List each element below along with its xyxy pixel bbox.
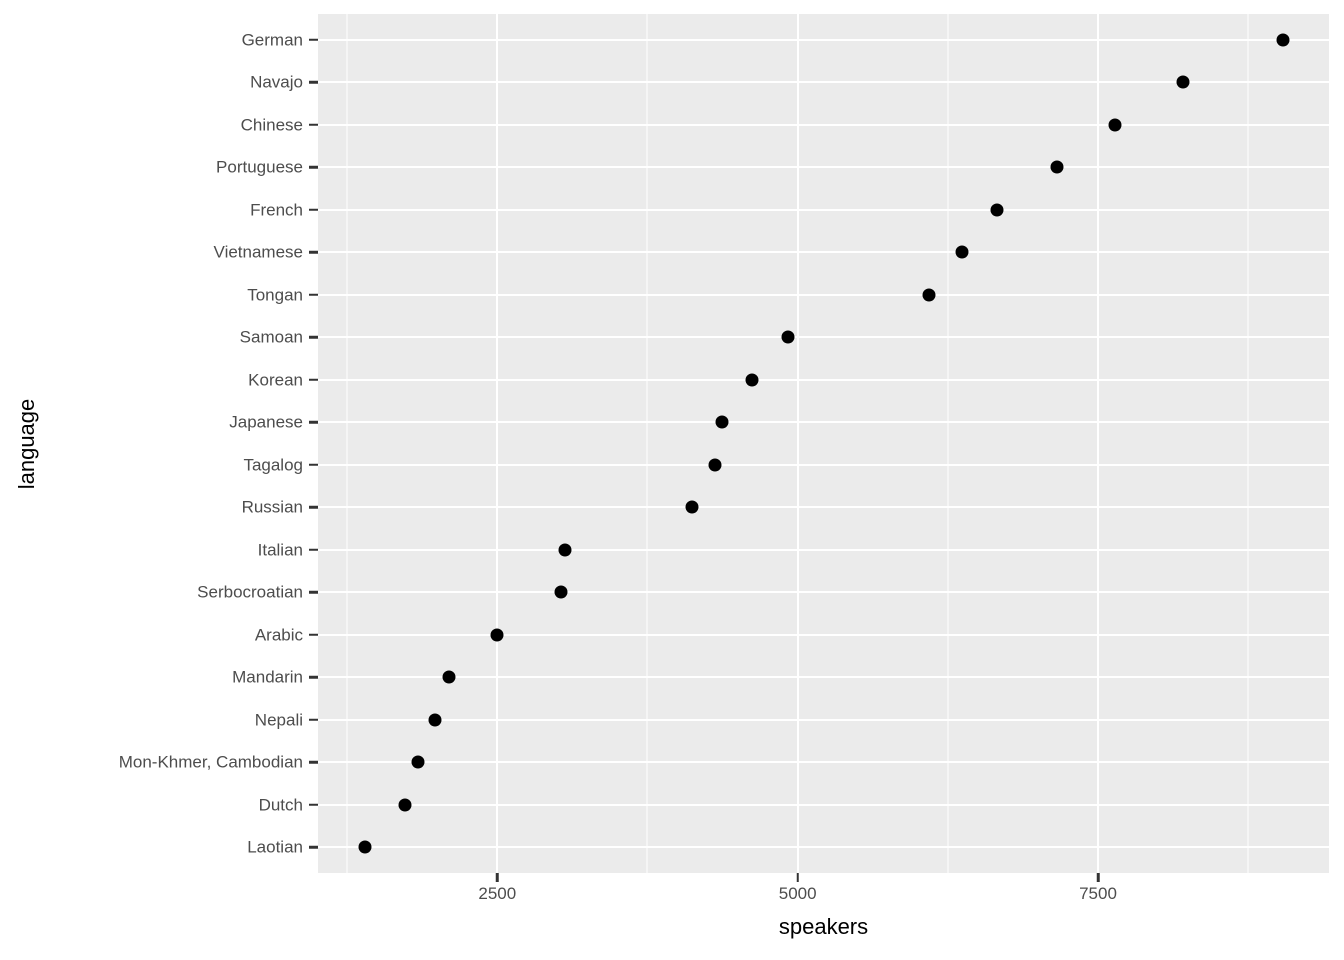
x-tick-mark [496, 873, 499, 882]
row-gridline [318, 676, 1329, 679]
major-gridline [796, 14, 799, 873]
data-point-russian [685, 500, 699, 514]
x-tick-label: 7500 [1079, 884, 1117, 903]
row-gridline [318, 421, 1329, 424]
x-tick-label: 2500 [478, 884, 517, 903]
row-gridline [318, 81, 1329, 84]
data-point-samoan [781, 330, 795, 344]
row-gridline [318, 38, 1329, 41]
y-tick-mark [309, 718, 318, 722]
y-axis-title: language [14, 398, 39, 490]
data-point-mandarin [442, 670, 456, 684]
y-tick-label: Vietnamese [213, 242, 303, 262]
x-tick-mark [1096, 873, 1100, 882]
y-tick-label: Laotian [247, 837, 303, 857]
major-gridline [1097, 14, 1100, 873]
y-tick-label: Tongan [247, 285, 303, 305]
major-gridline [496, 14, 499, 873]
y-tick-mark [309, 548, 318, 552]
row-gridline [318, 591, 1329, 594]
y-tick-label: Italian [257, 540, 303, 560]
data-point-laotian [358, 840, 372, 854]
data-point-nepali [428, 713, 442, 727]
y-tick-mark [309, 506, 318, 509]
y-tick-label: Mon-Khmer, Cambodian [118, 752, 303, 772]
row-gridline [318, 506, 1329, 509]
row-gridline [318, 378, 1329, 381]
y-tick-mark [309, 250, 318, 254]
y-tick-label: Serbocroatian [197, 582, 303, 602]
row-gridline [318, 803, 1329, 806]
data-point-dutch [398, 798, 412, 812]
y-tick-label: Chinese [240, 115, 303, 135]
y-tick-label: Tagalog [243, 455, 303, 475]
minor-gridline [646, 14, 648, 873]
y-tick-label: Arabic [254, 625, 303, 645]
y-tick-label: Nepali [254, 710, 303, 730]
data-point-german [1276, 33, 1290, 46]
data-point-tongan [922, 288, 936, 302]
x-axis-title: speakers [778, 914, 869, 939]
minor-gridline [1247, 14, 1249, 873]
row-gridline [318, 548, 1329, 551]
row-gridline [318, 293, 1329, 296]
y-tick-mark [309, 591, 318, 594]
y-tick-mark [309, 293, 318, 296]
minor-gridline [346, 14, 348, 873]
y-tick-label: Japanese [229, 412, 303, 432]
data-point-japanese [715, 415, 729, 429]
y-tick-label: Korean [248, 370, 303, 390]
row-gridline [318, 463, 1329, 466]
row-gridline [318, 761, 1329, 764]
row-gridline [318, 718, 1329, 721]
y-tick-label: Navajo [250, 72, 303, 92]
plot-panel [318, 14, 1329, 873]
y-tick-mark [309, 335, 318, 339]
y-tick-mark [309, 165, 318, 169]
y-tick-mark [309, 378, 318, 381]
y-tick-mark [309, 208, 318, 211]
y-tick-label: Russian [241, 497, 303, 517]
y-tick-label: German [241, 30, 303, 49]
y-tick-mark [309, 846, 318, 849]
row-gridline [318, 166, 1329, 169]
data-point-french [990, 203, 1003, 217]
data-point-navajo [1176, 75, 1190, 89]
y-tick-mark [309, 761, 318, 764]
data-point-arabic [490, 628, 504, 642]
minor-gridline [947, 14, 949, 873]
x-tick-label: 5000 [778, 884, 817, 903]
data-point-korean [745, 373, 759, 387]
y-tick-mark [309, 803, 318, 807]
row-gridline [318, 251, 1329, 254]
y-tick-label: Samoan [239, 327, 303, 347]
y-tick-mark [309, 80, 318, 84]
row-gridline [318, 846, 1329, 849]
y-tick-label: Dutch [258, 795, 303, 815]
data-point-mon-khmer-cambodian [411, 755, 425, 769]
x-tick-mark [796, 873, 799, 882]
y-tick-mark [309, 420, 318, 424]
data-point-portuguese [1050, 160, 1064, 174]
data-point-italian [558, 543, 572, 557]
data-point-tagalog [708, 458, 722, 472]
data-point-serbocroatian [554, 585, 568, 599]
y-tick-mark [309, 676, 318, 679]
y-tick-label: Portuguese [216, 157, 303, 177]
data-point-chinese [1108, 118, 1122, 132]
y-tick-mark [309, 123, 318, 126]
row-gridline [318, 336, 1329, 339]
y-tick-label: French [250, 200, 303, 220]
row-gridline [318, 208, 1329, 211]
y-tick-mark [309, 38, 318, 41]
y-tick-mark [309, 463, 318, 466]
row-gridline [318, 123, 1329, 126]
y-tick-mark [309, 633, 318, 637]
data-point-vietnamese [955, 245, 969, 259]
row-gridline [318, 633, 1329, 636]
y-tick-label: Mandarin [232, 667, 303, 687]
